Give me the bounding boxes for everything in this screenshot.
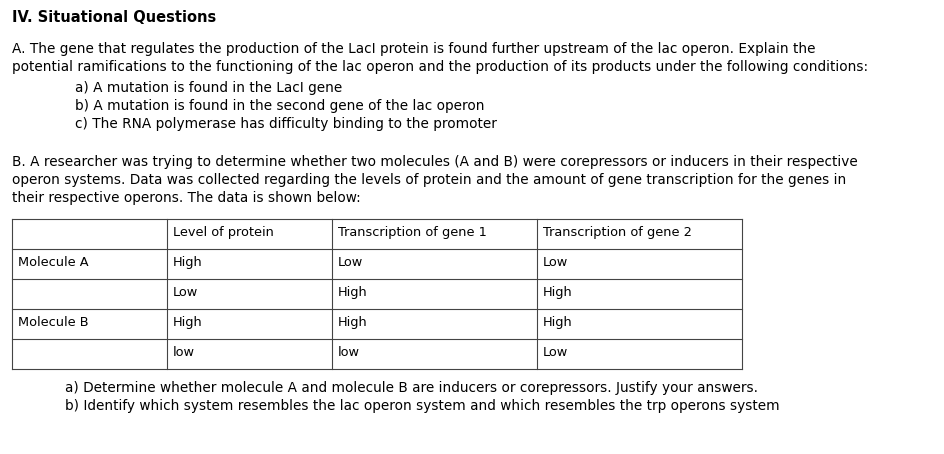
Text: High: High	[173, 256, 203, 269]
Text: a) Determine whether molecule A and molecule B are inducers or corepressors. Jus: a) Determine whether molecule A and mole…	[65, 381, 757, 395]
Text: High: High	[338, 286, 367, 299]
Text: Low: Low	[543, 256, 567, 269]
Text: their respective operons. The data is shown below:: their respective operons. The data is sh…	[12, 191, 361, 205]
Text: b) A mutation is found in the second gene of the lac operon: b) A mutation is found in the second gen…	[75, 99, 484, 113]
Text: low: low	[173, 346, 194, 359]
Text: Molecule A: Molecule A	[18, 256, 89, 269]
Text: c) The RNA polymerase has difficulty binding to the promoter: c) The RNA polymerase has difficulty bin…	[75, 117, 497, 131]
Text: High: High	[173, 316, 203, 329]
Text: Low: Low	[173, 286, 198, 299]
Text: a) A mutation is found in the LacI gene: a) A mutation is found in the LacI gene	[75, 81, 342, 95]
Text: Transcription of gene 1: Transcription of gene 1	[338, 226, 486, 239]
Text: Low: Low	[338, 256, 362, 269]
Text: Level of protein: Level of protein	[173, 226, 274, 239]
Text: b) Identify which system resembles the lac operon system and which resembles the: b) Identify which system resembles the l…	[65, 399, 779, 413]
Text: low: low	[338, 346, 360, 359]
Text: IV. Situational Questions: IV. Situational Questions	[12, 10, 216, 25]
Text: Molecule B: Molecule B	[18, 316, 89, 329]
Text: B. A researcher was trying to determine whether two molecules (A and B) were cor: B. A researcher was trying to determine …	[12, 155, 857, 169]
Text: operon systems. Data was collected regarding the levels of protein and the amoun: operon systems. Data was collected regar…	[12, 173, 846, 187]
Text: High: High	[338, 316, 367, 329]
Text: Transcription of gene 2: Transcription of gene 2	[543, 226, 691, 239]
Text: potential ramifications to the functioning of the lac operon and the production : potential ramifications to the functioni…	[12, 60, 868, 74]
Text: Low: Low	[543, 346, 567, 359]
Text: High: High	[543, 316, 572, 329]
Text: High: High	[543, 286, 572, 299]
Text: A. The gene that regulates the production of the LacI protein is found further u: A. The gene that regulates the productio…	[12, 42, 815, 56]
